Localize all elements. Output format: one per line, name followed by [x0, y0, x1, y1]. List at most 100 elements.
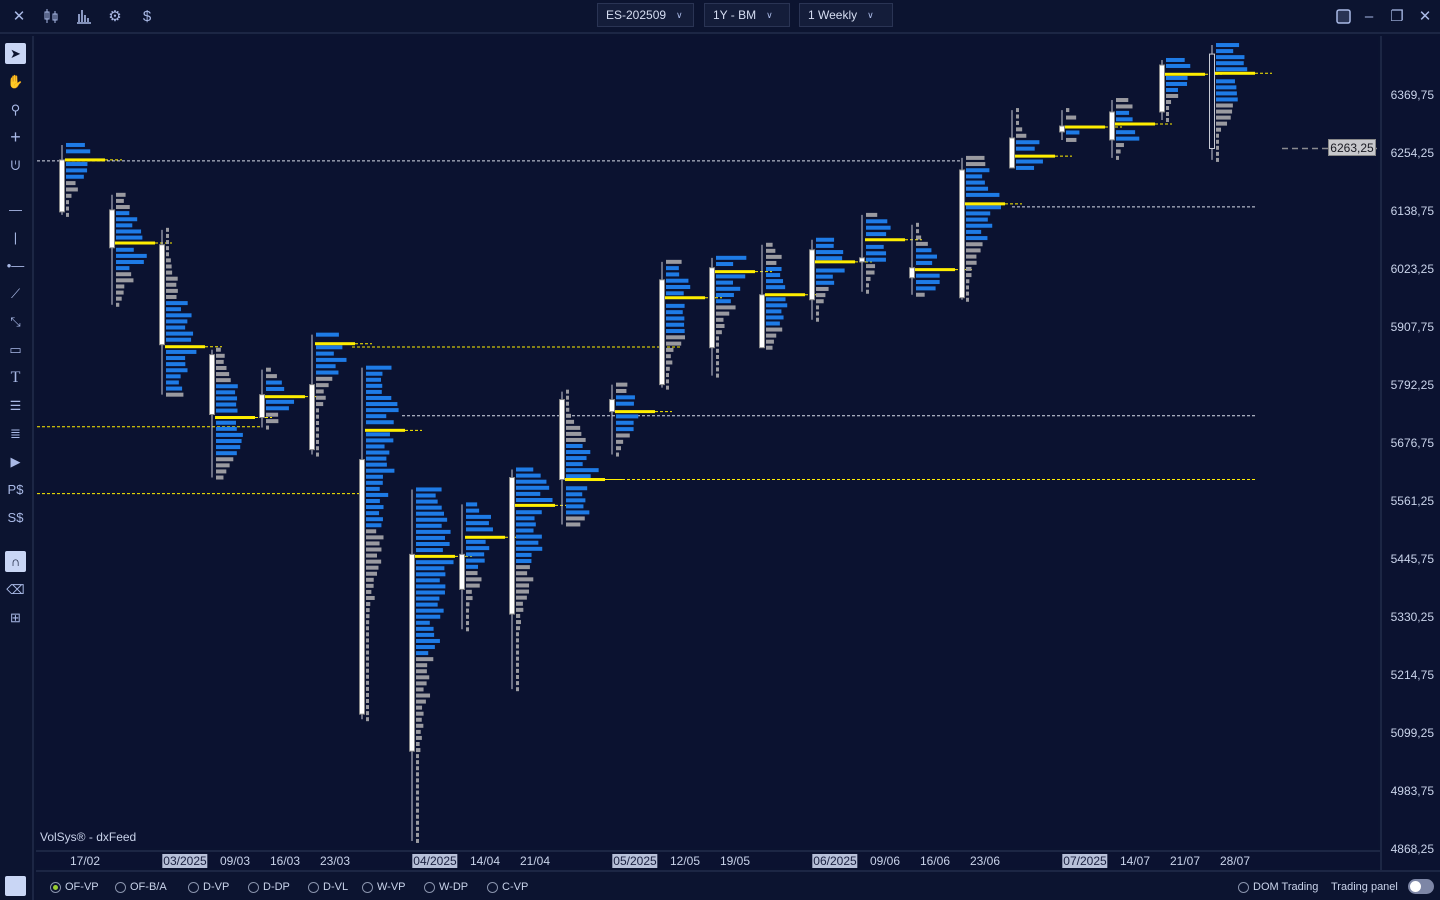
symbol-dropdown[interactable]: ES-202509 ∨: [597, 3, 694, 27]
restore-icon[interactable]: ❐: [1390, 8, 1404, 25]
horizontal-line-icon[interactable]: —: [9, 202, 22, 217]
candle-body: [909, 267, 915, 279]
volume-bar: [366, 371, 383, 376]
mode-radio-dvp[interactable]: D-VP: [188, 881, 229, 893]
hand-icon[interactable]: ✋: [7, 73, 24, 89]
poc-bar: [65, 158, 105, 162]
volume-bar: [416, 693, 431, 698]
volume-bar: [66, 168, 88, 173]
mode-radio-ddp[interactable]: D-DP: [248, 881, 290, 893]
volume-bar: [166, 392, 184, 397]
poc-bar: [1015, 154, 1055, 158]
eraser-icon[interactable]: ⌫: [6, 581, 25, 597]
volume-bar: [416, 778, 419, 783]
layout-icon[interactable]: [1332, 5, 1354, 27]
chart-area[interactable]: [36, 36, 1378, 848]
date-tick: 12/05: [669, 854, 701, 868]
volume-bar: [966, 217, 988, 222]
zoom-icon[interactable]: ⚲: [10, 101, 21, 117]
volume-bar: [566, 389, 569, 394]
volume-bar: [566, 401, 569, 406]
volume-bar: [966, 186, 989, 191]
ray-icon[interactable]: •—: [6, 258, 25, 273]
mode-label: D-DP: [263, 881, 290, 893]
parallel-lines-icon[interactable]: ≣: [10, 425, 21, 441]
crosshair-icon[interactable]: +: [10, 127, 21, 147]
volume-bar: [666, 316, 685, 321]
trend-line-icon[interactable]: ⟋: [10, 285, 21, 301]
trading-panel-toggle[interactable]: [1408, 879, 1434, 894]
candle-body: [159, 244, 165, 346]
volume-bar: [716, 367, 719, 372]
volume-bar: [266, 399, 295, 404]
volume-bar: [1016, 108, 1019, 113]
volume-bar: [366, 444, 385, 449]
candles-icon[interactable]: [40, 5, 62, 27]
volume-bar: [516, 638, 519, 643]
timeframe-dropdown[interactable]: 1 Weekly ∨: [799, 3, 893, 27]
price-axis[interactable]: 6369,75 6254,25 6138,75 6023,25 5907,75 5792,…: [1380, 36, 1440, 870]
date-axis[interactable]: 17/02 03/2025 09/03 16/03 23/03 04/2025 14/04 2…: [36, 850, 1380, 868]
candle-body: [209, 354, 215, 416]
dom-trading-radio[interactable]: DOM Trading: [1238, 881, 1318, 893]
magnet-icon[interactable]: ∩: [5, 551, 26, 572]
candle-body: [1059, 125, 1065, 133]
trading-panel-text: Trading panel: [1331, 881, 1398, 893]
bar-chart-icon[interactable]: [72, 5, 94, 27]
chart-canvas[interactable]: [36, 36, 1378, 848]
text-icon[interactable]: T: [10, 368, 21, 386]
volume-bar: [366, 420, 394, 425]
volume-bar: [366, 547, 382, 552]
window-close-icon[interactable]: ✕: [1418, 8, 1432, 25]
volume-bar: [466, 577, 482, 582]
gear-icon[interactable]: ⚙: [108, 8, 122, 25]
volume-bar: [166, 282, 177, 287]
volume-bar: [116, 296, 122, 301]
volume-bar: [366, 541, 380, 546]
vertical-line-icon[interactable]: |: [13, 230, 18, 245]
volume-bar: [816, 237, 835, 242]
dollar-icon[interactable]: $: [142, 7, 152, 25]
price-dollar-icon[interactable]: P$: [7, 482, 24, 497]
volume-bar: [66, 187, 78, 192]
mode-radio-ofvp[interactable]: OF-VP: [50, 881, 99, 893]
volume-profile-icon[interactable]: ▶: [10, 453, 21, 469]
volume-bar: [366, 565, 379, 570]
rectangle-icon[interactable]: ▭: [9, 341, 22, 357]
date-tick: 09/03: [219, 854, 251, 868]
volume-bar: [966, 279, 970, 284]
volume-bar: [416, 772, 419, 777]
polyline-icon[interactable]: ⤡: [10, 313, 21, 329]
volume-bar: [866, 251, 887, 256]
close-icon[interactable]: ✕: [12, 8, 26, 25]
volume-bar: [566, 413, 572, 418]
volume-bar: [516, 522, 536, 527]
price-tick: 5907,75: [1390, 320, 1434, 334]
pointer-icon[interactable]: ➤: [5, 43, 26, 64]
mode-radio-wvp[interactable]: W-VP: [362, 881, 406, 893]
volume-bar: [216, 426, 237, 431]
volume-bar: [116, 217, 138, 222]
volume-bar: [416, 499, 438, 504]
mode-radio-wdp[interactable]: W-DP: [424, 881, 468, 893]
volume-bar: [466, 571, 478, 576]
poc-bar: [915, 268, 955, 272]
range-dropdown[interactable]: 1Y - BM ∨: [704, 3, 790, 27]
mode-radio-ofba[interactable]: OF-B/A: [115, 881, 167, 893]
volume-bar: [416, 729, 421, 734]
volume-bar: [966, 236, 988, 241]
volume-bar: [916, 292, 925, 297]
sum-dollar-icon[interactable]: S$: [7, 510, 24, 525]
volume-bar: [716, 348, 719, 353]
panel-toggle-icon[interactable]: [5, 876, 26, 896]
fib-levels-icon[interactable]: ☰: [9, 397, 22, 413]
magnet-cursor-icon[interactable]: ᕫ: [10, 157, 21, 173]
mode-radio-dvl[interactable]: D-VL: [308, 881, 348, 893]
volume-bar: [116, 278, 134, 283]
volume-bar: [516, 607, 524, 612]
add-object-icon[interactable]: ⊞: [10, 609, 21, 625]
volume-bar: [616, 395, 635, 400]
volume-bar: [266, 367, 271, 372]
mode-radio-cvp[interactable]: C-VP: [487, 881, 528, 893]
minimize-icon[interactable]: –: [1364, 7, 1374, 25]
